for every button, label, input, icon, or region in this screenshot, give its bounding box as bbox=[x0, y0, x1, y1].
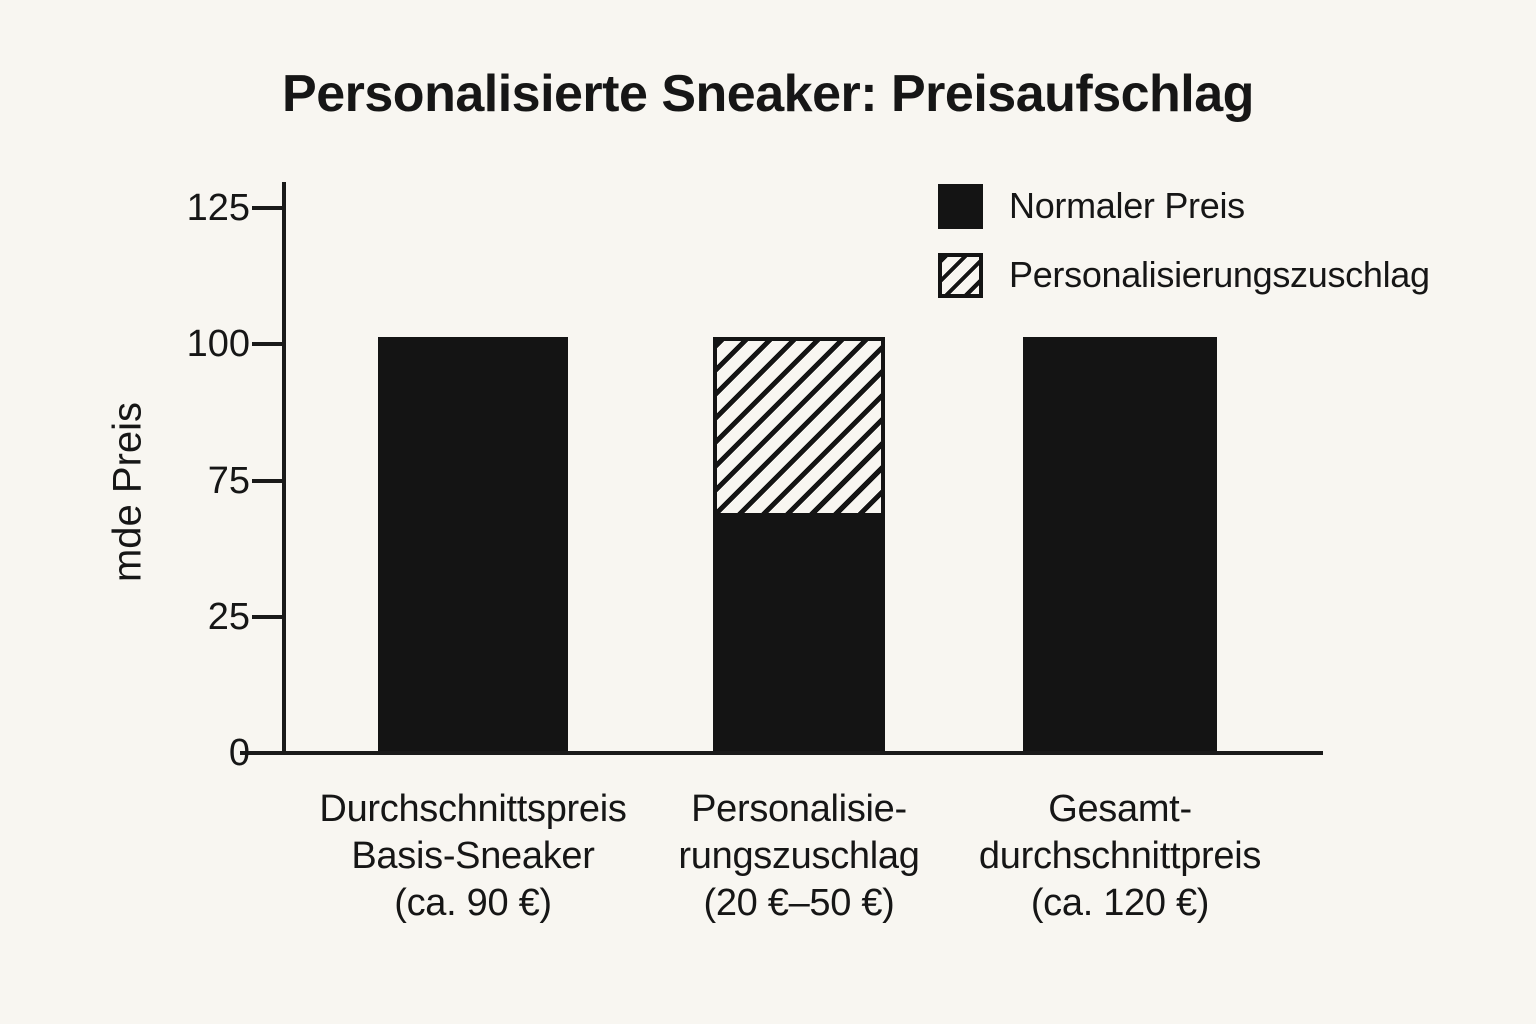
y-tick-label: 75 bbox=[207, 459, 250, 502]
x-axis-category-label: Personalisie- rungszuschlag (20 €–50 €) bbox=[678, 788, 920, 924]
bar-segment-normal-price bbox=[713, 517, 885, 751]
y-tick-mark bbox=[252, 342, 282, 347]
x-axis-category-label: Gesamt- durchschnittpreis (ca. 120 €) bbox=[978, 788, 1262, 924]
y-tick-label: 125 bbox=[186, 187, 250, 229]
y-tick-label: 100 bbox=[186, 323, 250, 366]
y-tick-label: 0 bbox=[228, 732, 250, 774]
y-tick-mark bbox=[252, 478, 282, 483]
bar-segment-personalization-surcharge bbox=[713, 337, 885, 517]
bar-segment-normal-price bbox=[1023, 337, 1217, 751]
legend-swatch-hatch-icon bbox=[938, 252, 983, 298]
legend-swatch-solid-icon bbox=[938, 183, 983, 229]
y-tick-mark bbox=[240, 751, 286, 755]
y-tick-label: 25 bbox=[207, 595, 250, 638]
legend-item: Personalisierungszuschlag bbox=[938, 252, 1430, 298]
plot-area: 0 25 75 100 125 bbox=[187, 182, 1323, 774]
legend-label: Normaler Preis bbox=[1009, 185, 1245, 226]
bar-segment-normal-price bbox=[378, 337, 568, 751]
y-tick-mark bbox=[252, 614, 282, 619]
chart-title: Personalisierte Sneaker: Preisaufschlag bbox=[282, 65, 1254, 123]
legend-item: Normaler Preis bbox=[938, 183, 1430, 229]
legend: Normaler Preis Personalisierungszuschlag bbox=[938, 183, 1430, 321]
y-tick-mark bbox=[252, 206, 282, 210]
legend-label: Personalisierungszuschlag bbox=[1009, 254, 1430, 295]
x-axis-category-label: Durchschnittspreis Basis-Sneaker (ca. 90… bbox=[319, 788, 627, 924]
